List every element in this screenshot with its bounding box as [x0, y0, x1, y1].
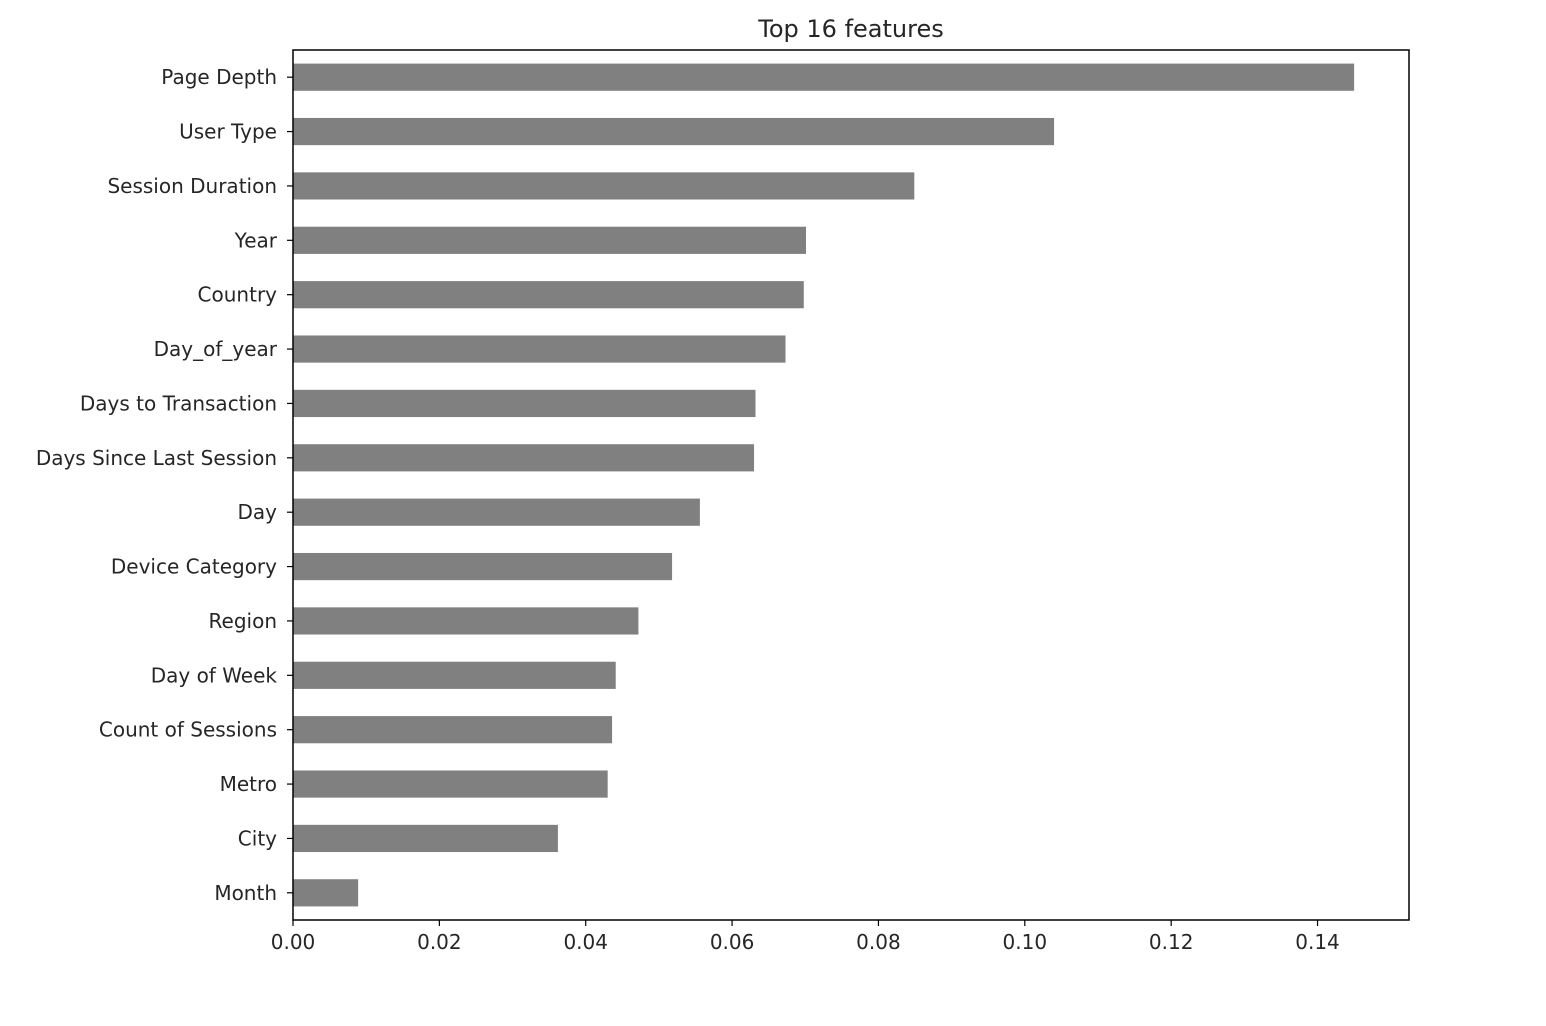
y-tick-label-session-duration: Session Duration — [107, 174, 277, 198]
x-tick-label: 0.00 — [271, 930, 316, 954]
y-tick-label-year: Year — [234, 228, 278, 252]
bar-day-of-year — [293, 335, 786, 363]
y-tick-label-day-of-year: Day_of_year — [154, 337, 278, 361]
bar-days-to-transaction — [293, 389, 756, 418]
y-tick-label-day-of-week: Day of Week — [151, 663, 278, 687]
y-tick-label-metro: Metro — [220, 772, 277, 796]
y-axis-ticks: Page Depth User Type Session Duration Year C… — [36, 65, 293, 905]
x-tick-label: 0.06 — [710, 930, 755, 954]
y-tick-label-days-since-last-session: Days Since Last Session — [36, 446, 277, 470]
x-tick-label: 0.14 — [1295, 930, 1340, 954]
x-tick-label: 0.02 — [417, 930, 462, 954]
bar-days-since-last-session — [293, 444, 755, 472]
x-tick-label: 0.04 — [563, 930, 608, 954]
bar-user-type — [293, 117, 1055, 146]
bars-group — [293, 63, 1355, 907]
bar-session-duration — [293, 172, 915, 200]
y-tick-label-city: City — [238, 826, 277, 850]
bar-page-depth — [293, 63, 1355, 91]
bar-month — [293, 879, 359, 907]
y-tick-label-region: Region — [209, 609, 277, 633]
bar-city — [293, 824, 558, 853]
bar-region — [293, 607, 639, 635]
x-tick-label: 0.08 — [856, 930, 901, 954]
y-tick-label-user-type: User Type — [179, 120, 277, 144]
bar-count-of-sessions — [293, 716, 613, 744]
y-tick-label-device-category: Device Category — [111, 555, 277, 579]
bar-day-of-week — [293, 661, 616, 689]
chart-title: Top 16 features — [757, 15, 943, 43]
x-tick-label: 0.12 — [1149, 930, 1194, 954]
y-tick-label-month: Month — [214, 881, 277, 905]
bar-year — [293, 226, 806, 254]
x-tick-label: 0.10 — [1003, 930, 1048, 954]
bar-country — [293, 281, 804, 309]
y-tick-label-day: Day — [238, 500, 278, 524]
plot-frame — [292, 49, 1410, 921]
x-axis-ticks: 0.00 0.02 0.04 0.06 0.08 0.10 0.12 0.14 — [271, 920, 1340, 954]
y-tick-label-page-depth: Page Depth — [161, 65, 277, 89]
bar-metro — [293, 770, 608, 798]
y-tick-label-days-to-transaction: Days to Transaction — [80, 391, 277, 415]
y-tick-label-count-of-sessions: Count of Sessions — [99, 718, 277, 742]
bar-day — [293, 498, 700, 526]
y-tick-label-country: Country — [198, 283, 278, 307]
bar-device-category — [293, 552, 673, 581]
